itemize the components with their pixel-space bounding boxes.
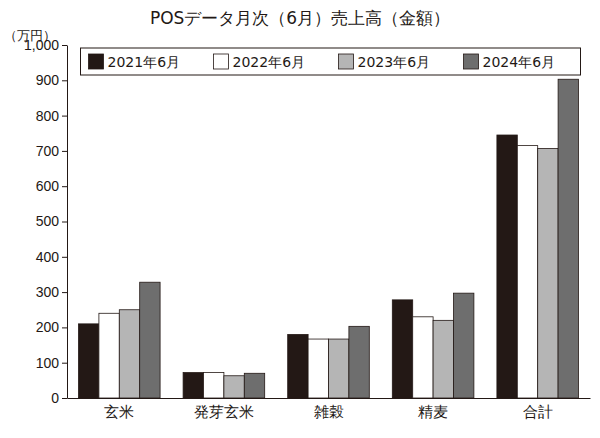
y-tick-label: 400 (36, 249, 60, 265)
bar (140, 282, 160, 398)
y-tick-mark (62, 80, 67, 81)
bar (244, 373, 264, 398)
y-tick-label: 900 (36, 72, 60, 88)
y-axis: 0 100 200 300 400 500 600 700 800 900 1,000 (24, 37, 68, 406)
y-tick-label: 0 (51, 390, 59, 406)
x-tick-label: 合計 (523, 403, 553, 420)
x-tick: 合計 (523, 398, 553, 420)
x-tick: 玄米 (104, 398, 134, 420)
chart: POSデータ月次（6月）売上高（金額）（万円）01002003004005006… (0, 0, 600, 438)
y-tick-mark (62, 398, 67, 399)
y-tick-mark (62, 222, 67, 223)
y-tick-mark (62, 45, 67, 46)
y-tick-mark (62, 363, 67, 364)
x-tick: 発芽玄米 (194, 398, 254, 420)
legend-item: 2023年6月 (339, 54, 431, 70)
y-tick-mark (62, 116, 67, 117)
bar (433, 320, 453, 398)
y-tick: 400 (36, 249, 67, 265)
bar (329, 339, 349, 398)
series (79, 135, 518, 398)
y-tick-label: 500 (36, 213, 60, 229)
bar (204, 373, 224, 398)
y-tick-mark (62, 327, 67, 328)
bars (79, 79, 579, 398)
y-tick: 900 (36, 72, 67, 88)
legend-item: 2024年6月 (464, 54, 556, 70)
legend-swatch (214, 54, 229, 69)
y-tick: 800 (36, 108, 67, 124)
bar (224, 376, 244, 398)
x-tick: 雑穀 (314, 398, 344, 420)
x-tick-label: 精麦 (418, 403, 448, 420)
y-tick-mark (62, 151, 67, 152)
bar (288, 334, 308, 398)
x-axis: 玄米 発芽玄米 雑穀 精麦 合計 (68, 398, 591, 420)
bar (558, 79, 578, 398)
bar (497, 135, 517, 398)
y-tick: 0 (51, 390, 67, 406)
bar (538, 148, 558, 398)
bar (413, 317, 433, 398)
y-tick-label: 1,000 (24, 37, 59, 53)
legend-label: 2024年6月 (483, 54, 556, 70)
bar (183, 373, 203, 398)
x-axis-line (68, 398, 591, 399)
x-tick: 精麦 (418, 398, 448, 420)
series (99, 146, 538, 398)
bar (517, 146, 537, 398)
y-tick-label: 300 (36, 284, 60, 300)
legend-label: 2023年6月 (358, 54, 431, 70)
bar (392, 300, 412, 398)
y-tick-label: 200 (36, 319, 60, 335)
y-tick-label: 100 (36, 355, 60, 371)
legend-swatch (464, 54, 479, 69)
y-tick: 700 (36, 143, 67, 159)
series (119, 148, 558, 398)
bar (99, 313, 119, 398)
bar (119, 310, 139, 398)
title: POSデータ月次（6月）売上高（金額） (150, 8, 450, 28)
y-tick: 600 (36, 178, 67, 194)
y-tick: 1,000 (24, 37, 67, 53)
y-tick-mark (62, 292, 67, 293)
x-tick-label: 発芽玄米 (194, 403, 254, 420)
legend-label: 2022年6月 (233, 54, 306, 70)
y-tick-label: 700 (36, 143, 60, 159)
x-tick-label: 雑穀 (314, 403, 344, 420)
legend-swatch (339, 54, 354, 69)
legend-item: 2022年6月 (214, 54, 306, 70)
y-tick: 300 (36, 284, 67, 300)
bar (308, 339, 328, 398)
plot: 0 100 200 300 400 500 600 700 800 900 1,000 玄米 発芽玄米 雑… (24, 37, 591, 420)
legend-frame (81, 48, 581, 75)
bar (453, 293, 473, 398)
y-tick-label: 600 (36, 178, 60, 194)
y-tick: 200 (36, 319, 67, 335)
y-tick-label: 800 (36, 108, 60, 124)
y-tick-mark (62, 186, 67, 187)
bar (79, 324, 99, 398)
legend-item: 2021年6月 (89, 54, 181, 70)
y-tick: 500 (36, 213, 67, 229)
bar (349, 326, 369, 398)
legend-swatch (89, 54, 104, 69)
legend-label: 2021年6月 (108, 54, 181, 70)
x-tick-label: 玄米 (104, 403, 134, 420)
y-tick: 100 (36, 355, 67, 371)
y-tick-mark (62, 257, 67, 258)
series (140, 79, 579, 398)
legend: 2021年6月 2022年6月 2023年6月 2024年6月 (81, 48, 581, 75)
y-axis-line (67, 46, 68, 399)
